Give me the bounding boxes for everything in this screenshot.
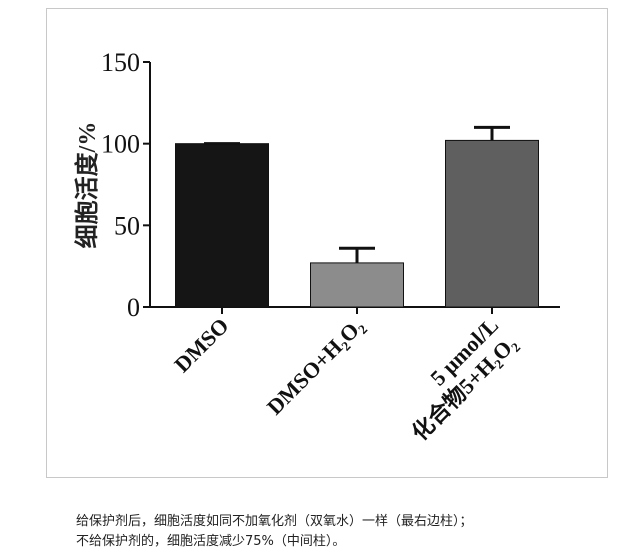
figure-frame: [46, 8, 608, 478]
y-axis-label: 细胞活度/%: [73, 122, 101, 249]
y-tick-label: 50: [114, 211, 140, 240]
x-tick-label-2: 5 μmol/L化合物5+H₂O₂: [389, 312, 522, 445]
bar-0: [175, 143, 269, 308]
y-tick-label: 100: [101, 130, 140, 159]
caption-line-1: 给保护剂后，细胞活度如同不加氧化剂（双氧水）一样（最右边柱）；: [76, 514, 473, 529]
bar-1: [310, 262, 404, 308]
y-tick-label: 150: [101, 48, 140, 77]
bar-2: [445, 139, 539, 308]
x-tick-label-1: DMSO+H₂O₂: [262, 313, 369, 420]
x-tick-label-line: DMSO: [169, 313, 233, 377]
caption: 给保护剂后，细胞活度如同不加氧化剂（双氧水）一样（最右边柱）； 不给保护剂的，细…: [76, 512, 616, 552]
x-tick-label-0: DMSO: [169, 313, 233, 377]
bar-chart: 0 50 100 150 细胞活度/% DMSO DMSO+H₂O₂ 5 μmol/L化合物5…: [73, 48, 560, 445]
y-tick-label: 0: [127, 293, 140, 322]
x-tick-label-line: DMSO+H₂O₂: [262, 313, 369, 420]
caption-line-2: 不给保护剂的，细胞活度减少75%（中间柱）。: [76, 534, 346, 549]
